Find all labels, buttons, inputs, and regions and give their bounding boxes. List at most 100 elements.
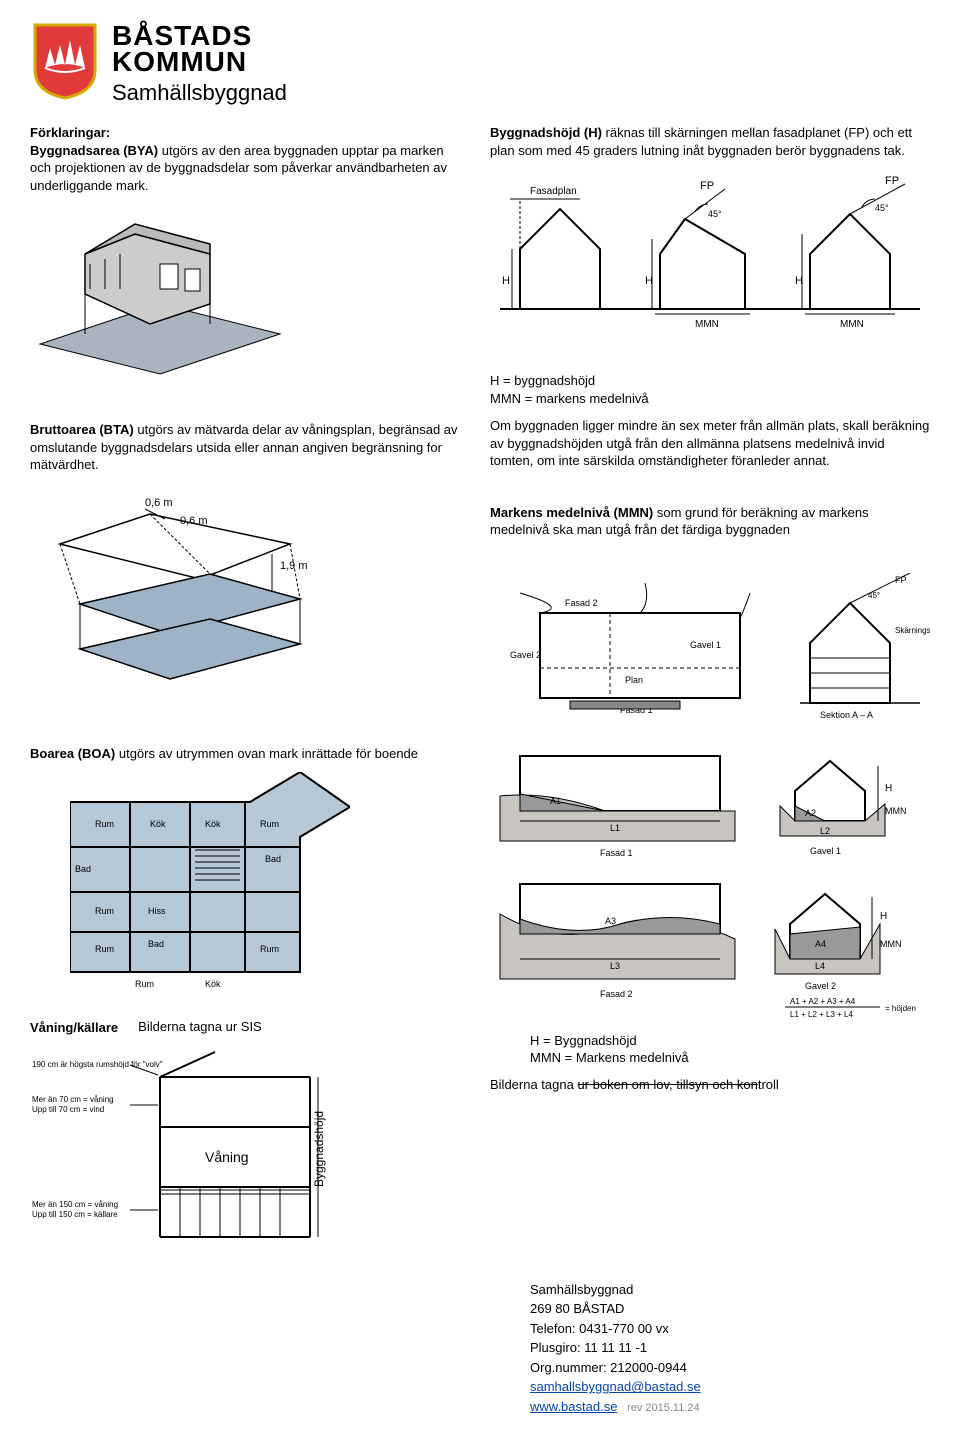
bottom-caption-strike: ur boken om lov, tillsyn och kon [577,1077,757,1092]
mmn-bot-diagram: A3 Fasad 2 L3 A4 H MMN L4 Gavel 2 A1 + A… [490,869,930,1022]
footer-org: Samhällsbyggnad [530,1280,930,1300]
svg-text:Fasadplan: Fasadplan [530,186,577,197]
svg-text:L2: L2 [820,826,830,836]
svg-text:= höjden: = höjden [885,1004,916,1013]
left-column: Förklaringar: Byggnadsarea (BYA) utgörs … [30,124,460,1250]
bta-dim-1: 0,6 m [145,497,173,509]
byggnadshojd-diagram: Fasadplan H FP 45° H MMN FP 45° H [490,169,930,352]
vaning-diagram: 190 cm är högsta rumshöjd för "volv" Mer… [30,1047,460,1250]
svg-text:Rum: Rum [95,944,114,954]
svg-text:Rum: Rum [95,819,114,829]
svg-text:Gavel 2: Gavel 2 [805,981,836,991]
byggnadshojd-block: Byggnadshöjd (H) räknas till skärningen … [490,124,930,159]
footer-email-link[interactable]: samhallsbyggnad@bastad.se [530,1379,701,1394]
bta-diagram: 0,6 m 0,6 m 1,9 m [30,484,460,697]
svg-text:Gavel 1: Gavel 1 [810,846,841,856]
footer-orgnr: Org.nummer: 212000-0944 [530,1358,930,1378]
vaning-label: Våning/källare [30,1020,118,1035]
svg-text:Bad: Bad [148,939,164,949]
mmn-block: Markens medelnivå (MMN) som grund för be… [490,504,930,539]
footer-web-link[interactable]: www.bastad.se [530,1399,617,1414]
bottom-caption-pre: Bilderna tagna [490,1077,577,1092]
svg-text:Skärningsnivå: Skärningsnivå [895,626,930,635]
svg-text:H: H [885,783,892,794]
forklaringar-block: Förklaringar: Byggnadsarea (BYA) utgörs … [30,124,460,194]
bottom-caption: Bilderna tagna ur boken om lov, tillsyn … [490,1077,930,1092]
h-legend-2: H = Byggnadshöjd MMN = Markens medelnivå [530,1032,930,1067]
svg-text:Kök: Kök [205,819,221,829]
legend2-mmn: MMN = Markens medelnivå [530,1050,689,1065]
svg-text:Fasad 2: Fasad 2 [565,598,598,608]
footer-plusgiro: Plusgiro: 11 11 11 -1 [530,1338,930,1358]
vaning-block: Våning/källare [30,1019,118,1037]
svg-text:FP: FP [700,180,714,192]
sis-caption: Bilderna tagna ur SIS [138,1019,262,1034]
svg-text:A3: A3 [605,916,616,926]
boa-block: Boarea (BOA) utgörs av utrymmen ovan mar… [30,745,460,763]
svg-text:MMN: MMN [695,319,719,330]
svg-text:A4: A4 [815,939,826,949]
svg-text:L1 + L2 + L3 + L4: L1 + L2 + L3 + L4 [790,1010,853,1019]
om-text: Om byggnaden ligger mindre än sex meter … [490,417,930,470]
boa-label: Boarea (BOA) [30,746,115,761]
svg-text:MMN: MMN [880,939,902,949]
svg-text:MMN: MMN [885,806,907,816]
svg-text:45°: 45° [868,591,880,600]
svg-text:FP: FP [895,575,907,585]
svg-text:Mer än 150 cm = våning: Mer än 150 cm = våning [32,1200,118,1209]
svg-text:Bad: Bad [75,864,91,874]
legend2-h: H = Byggnadshöjd [530,1033,637,1048]
mmn-mid-diagram: A1 Fasad 1 L1 A2 H MMN L2 Gavel 1 [490,736,930,869]
svg-text:Bad: Bad [265,854,281,864]
main-columns: Förklaringar: Byggnadsarea (BYA) utgörs … [30,124,930,1250]
bya-diagram [30,204,460,397]
svg-text:Rum: Rum [95,906,114,916]
footer: Samhällsbyggnad 269 80 BÅSTAD Telefon: 0… [530,1280,930,1417]
svg-text:Upp till 70 cm = vind: Upp till 70 cm = vind [32,1105,104,1114]
svg-text:Mer än 70 cm = våning: Mer än 70 cm = våning [32,1095,114,1104]
svg-text:Hiss: Hiss [148,906,166,916]
svg-text:45°: 45° [708,209,722,219]
svg-text:Kök: Kök [150,819,166,829]
svg-text:45°: 45° [875,203,889,213]
bya-label: Byggnadsarea (BYA) [30,143,158,158]
h-legend: H = byggnadshöjd MMN = markens medelnivå [490,372,930,407]
bta-dim-2: 0,6 m [180,515,208,527]
svg-text:MMN: MMN [840,319,864,330]
svg-text:FP: FP [885,175,899,187]
footer-addr: 269 80 BÅSTAD [530,1299,930,1319]
svg-text:Gavel 1: Gavel 1 [690,640,721,650]
bottom-caption-post: troll [758,1077,779,1092]
svg-text:Gavel 2: Gavel 2 [510,650,541,660]
mmn-top-diagram: Fasad 2 Gavel 2 Gavel 1 Fasad 1 Plan FP … [490,573,930,736]
vaning-row: Våning/källare Bilderna tagna ur SIS [30,1019,460,1047]
brand-bot: KOMMUN [112,46,287,78]
right-column: Byggnadshöjd (H) räknas till skärningen … [490,124,930,1250]
boa-text: utgörs av utrymmen ovan mark inrättade f… [115,746,418,761]
svg-text:Våning: Våning [205,1149,249,1165]
svg-text:Rum: Rum [260,944,279,954]
h-label: Byggnadshöjd (H) [490,125,602,140]
footer-rev: rev 2015.11.24 [627,1402,700,1414]
svg-text:A2: A2 [805,808,816,818]
svg-text:Upp till 150 cm = källare: Upp till 150 cm = källare [32,1210,118,1219]
svg-text:Sektion A – A: Sektion A – A [820,710,873,720]
mmn-label: Markens medelnivå (MMN) [490,505,653,520]
header-text: BÅSTADS KOMMUN Samhällsbyggnad [112,20,287,106]
svg-text:H: H [502,275,510,287]
svg-text:Fasad 1: Fasad 1 [600,848,633,858]
svg-text:Fasad 2: Fasad 2 [600,989,633,999]
svg-text:Byggnadshöjd: Byggnadshöjd [312,1111,326,1187]
svg-text:190 cm är högsta rumshöjd för: 190 cm är högsta rumshöjd för "volv" [32,1060,163,1069]
svg-text:Rum: Rum [260,819,279,829]
svg-text:L3: L3 [610,961,620,971]
bta-dim-3: 1,9 m [280,560,308,572]
crest-icon [30,20,100,103]
svg-text:Kök: Kök [205,979,221,989]
bta-block: Bruttoarea (BTA) utgörs av mätvarda dela… [30,421,460,474]
legend-mmn: MMN = markens medelnivå [490,391,649,406]
svg-text:A1: A1 [550,796,561,806]
forklaringar-title: Förklaringar: [30,125,110,140]
svg-text:L4: L4 [815,961,825,971]
page-header: BÅSTADS KOMMUN Samhällsbyggnad [30,20,930,106]
